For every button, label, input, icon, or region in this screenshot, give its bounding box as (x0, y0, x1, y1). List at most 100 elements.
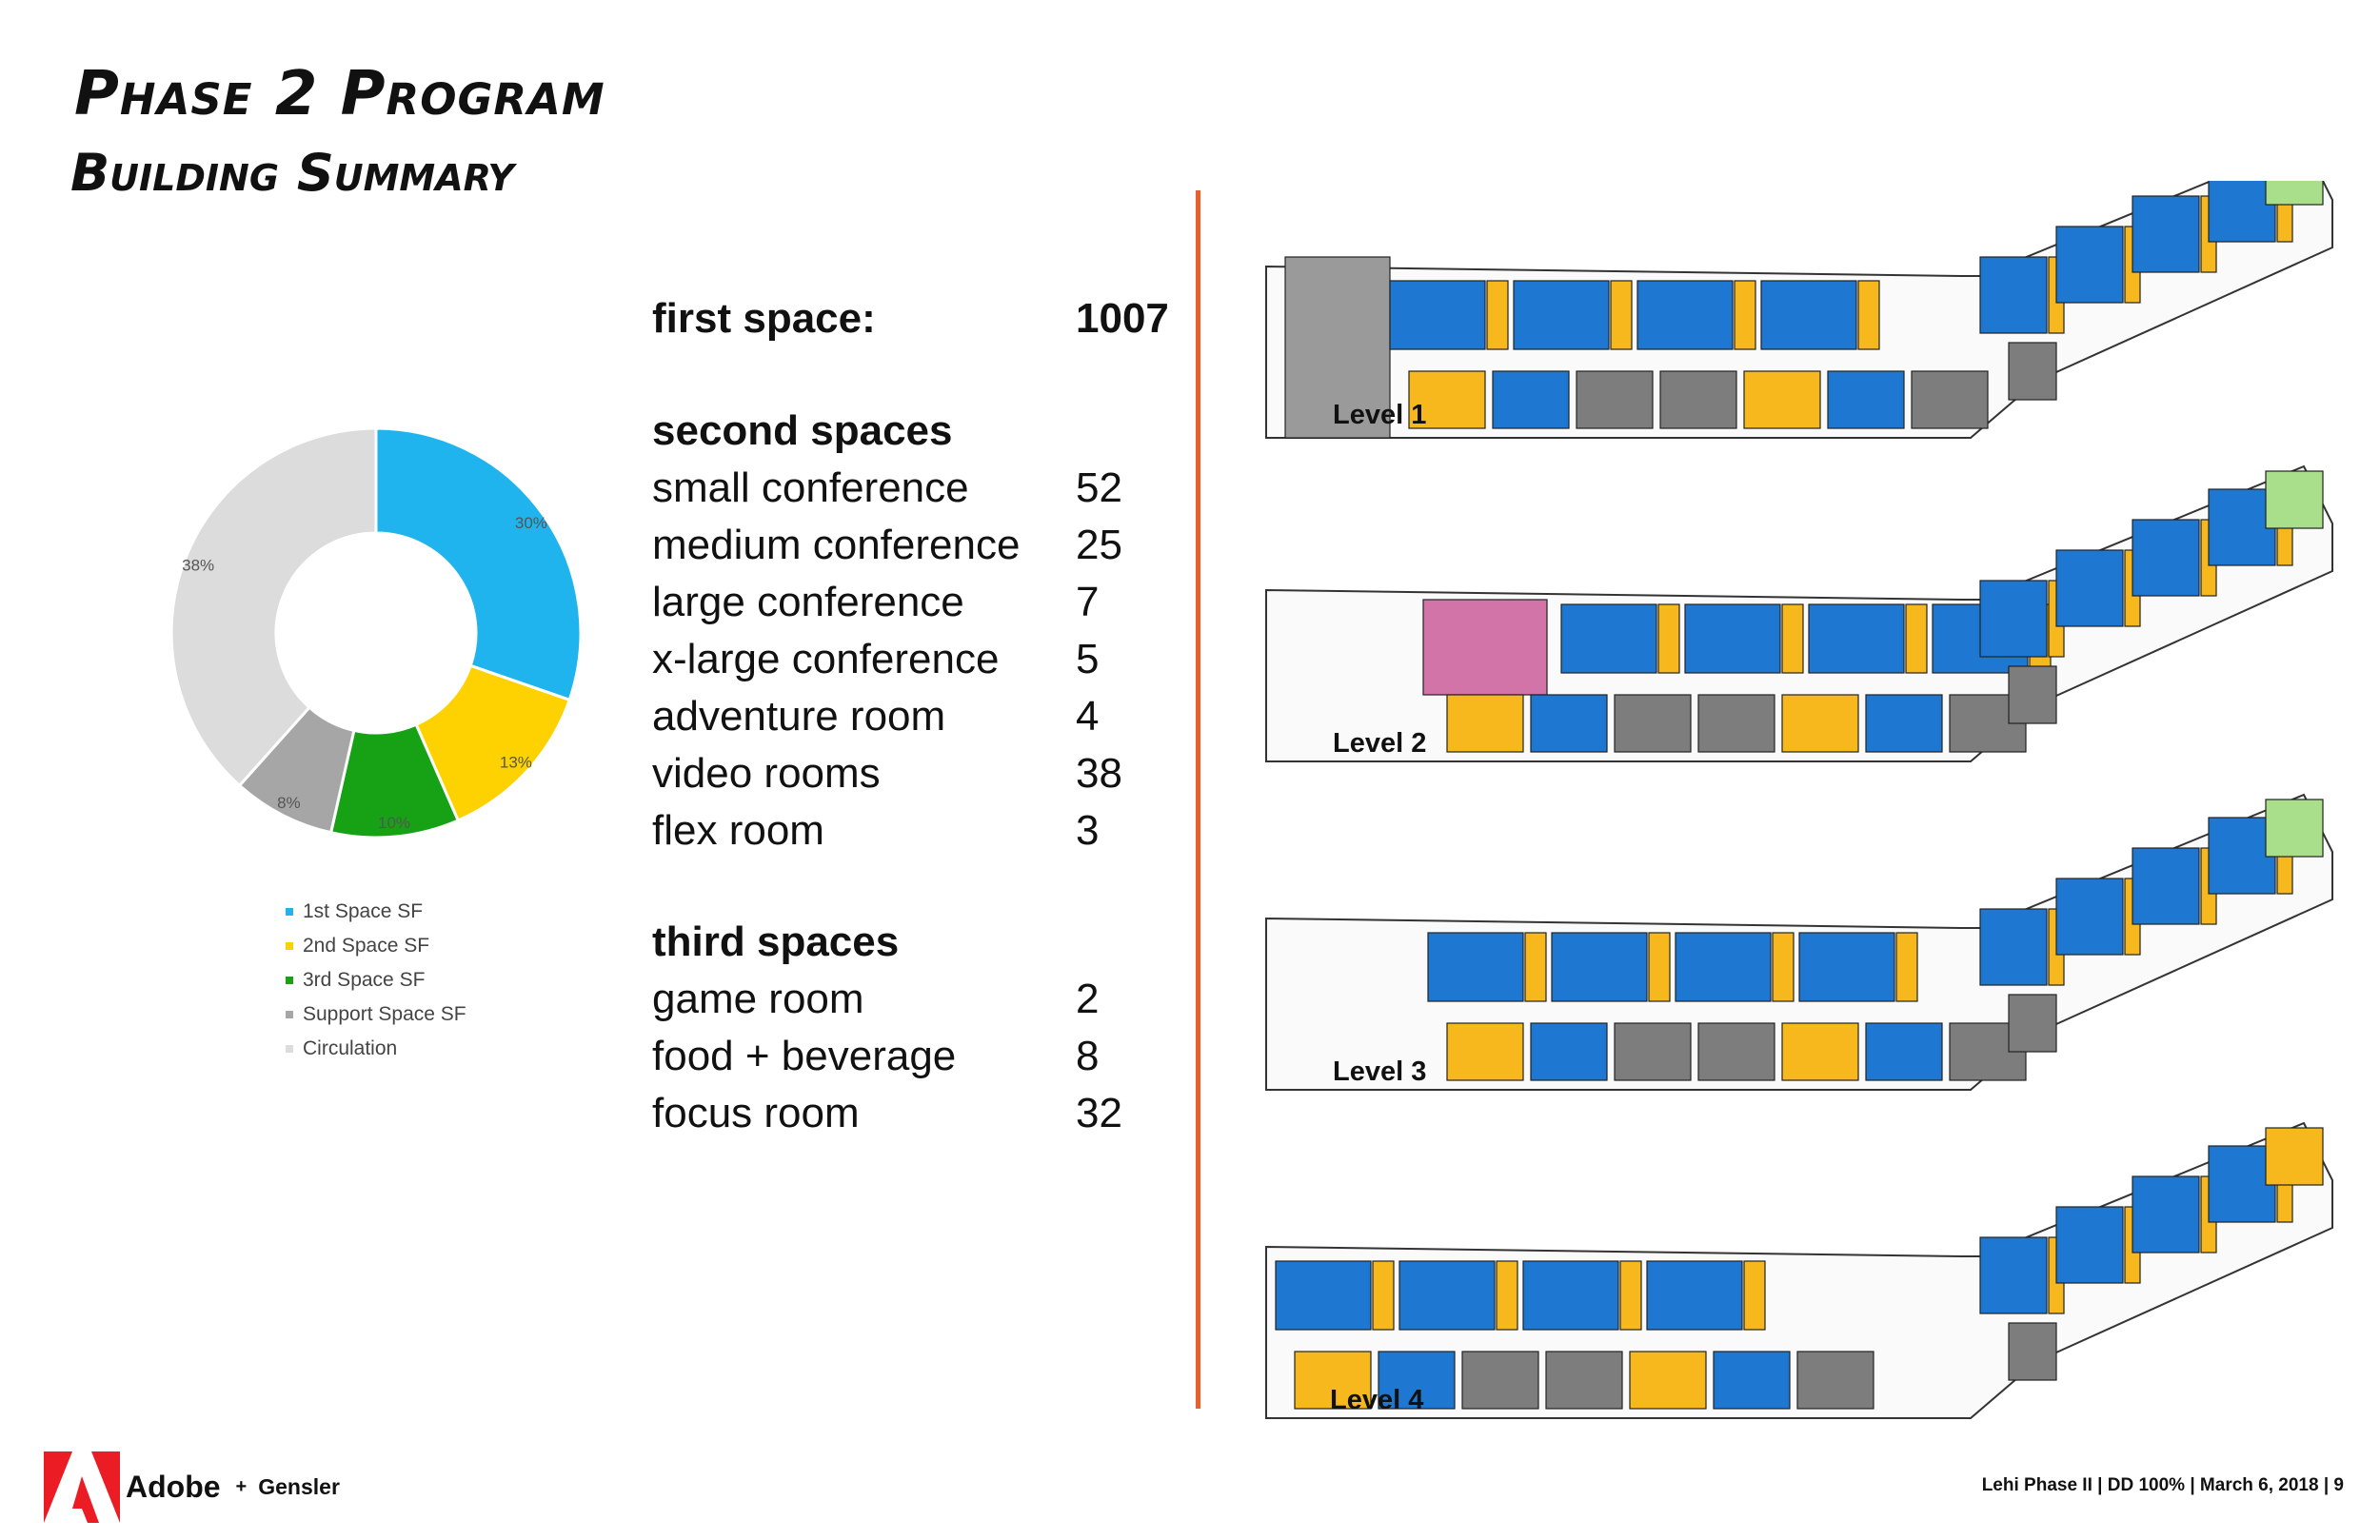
stat-value: 5 (1076, 636, 1100, 682)
workstation-block (2132, 195, 2200, 273)
workstation-block (1389, 280, 1486, 350)
logo-plus: + (235, 1476, 248, 1497)
workstation-block (2132, 1175, 2200, 1254)
level-3-label: Level 3 (1333, 1056, 1427, 1087)
stat-label: game room (652, 976, 864, 1022)
plan-room (1659, 370, 1737, 429)
stat-value: 32 (1076, 1090, 1122, 1136)
workstation-block (2132, 519, 2200, 597)
workstation-block (1979, 1236, 2048, 1314)
legend-label: Support Space SF (303, 1003, 466, 1025)
floor-plans (1265, 181, 2333, 1419)
plan-room (1865, 694, 1943, 753)
workstation-block (1522, 1260, 1619, 1331)
meeting-room (1781, 603, 1804, 674)
gensler-logo-text: Gensler (258, 1474, 340, 1499)
plan-room (1827, 370, 1905, 429)
workstation-block (1636, 280, 1734, 350)
meeting-room (1857, 280, 1880, 350)
chart-legend: 1st Space SF 2nd Space SF 3rd Space SF Supp… (286, 895, 466, 1066)
workstation-block (1979, 908, 2048, 986)
amenity-room (2265, 1127, 2324, 1186)
meeting-room (1657, 603, 1680, 674)
workstation-block (2055, 1206, 2124, 1284)
amenity-room (2265, 181, 2324, 206)
workstation-block (2132, 847, 2200, 925)
plan-room (1865, 1022, 1943, 1081)
footer-info: Lehi Phase II | DD 100% | March 6, 2018 … (1981, 1475, 2344, 1495)
stat-label: large conference (652, 579, 964, 625)
meeting-room (1895, 932, 1918, 1002)
plan-room (1697, 1022, 1775, 1081)
plan-room (1446, 1022, 1524, 1081)
stat-label: x-large conference (652, 636, 1000, 682)
divider-line (1196, 190, 1200, 1409)
stat-value: 52 (1076, 464, 1122, 511)
stat-label: focus room (652, 1090, 860, 1136)
meeting-room (1524, 932, 1547, 1002)
workstation-block (1808, 603, 1905, 674)
plan-room (1911, 370, 1989, 429)
workstation-block (2055, 549, 2124, 627)
plan-room (1378, 1351, 1456, 1410)
plan-room (1530, 1022, 1608, 1081)
workstation-block (2055, 878, 2124, 956)
stat-value: 2 (1076, 976, 1100, 1022)
stat-label: medium conference (652, 522, 1021, 568)
legend-label: 3rd Space SF (303, 969, 426, 991)
plan-room (1614, 694, 1692, 753)
legend-swatch (286, 1045, 293, 1053)
plan-room (1576, 370, 1654, 429)
workstation-block (2208, 1145, 2276, 1223)
stat-value: 3 (1076, 807, 1100, 854)
workstation-block (1684, 603, 1781, 674)
page-subtitle: Building Summary (70, 143, 514, 203)
workstation-block (1979, 580, 2048, 658)
legend-item: 2nd Space SF (286, 929, 466, 963)
adobe-logo-icon (44, 1451, 120, 1523)
level-4-label: Level 4 (1330, 1385, 1424, 1415)
legend-item: Support Space SF (286, 997, 466, 1032)
donut-slice-label: 38% (182, 557, 214, 575)
footer-logos: Adobe + Gensler (44, 1451, 340, 1523)
level-1-label: Level 1 (1333, 400, 1427, 430)
stat-value: 4 (1076, 693, 1100, 740)
workstation-block (1427, 932, 1524, 1002)
stat-label: flex room (652, 807, 824, 854)
meeting-room (1619, 1260, 1642, 1331)
workstation-block (1551, 932, 1648, 1002)
program-donut-chart: 30% 13% 10% 8% 38% (169, 426, 583, 839)
stat-value: 25 (1076, 522, 1122, 568)
workstation-block (1979, 256, 2048, 334)
workstation-block (1760, 280, 1857, 350)
donut-slice-1 (374, 426, 583, 702)
plan-room (1492, 370, 1570, 429)
legend-item: Circulation (286, 1032, 466, 1066)
donut-slice-label: 30% (515, 514, 547, 532)
meeting-room (1610, 280, 1633, 350)
meeting-room (1372, 1260, 1395, 1331)
donut-slice-5 (169, 426, 378, 788)
first-space-label: first space: (652, 295, 876, 342)
stat-value: 7 (1076, 579, 1100, 625)
level-2-label: Level 2 (1333, 728, 1427, 759)
first-space-value: 1007 (1076, 295, 1169, 342)
workstation-block (2208, 817, 2276, 895)
plan-room (1713, 1351, 1791, 1410)
amenity-room (2265, 470, 2324, 529)
plan-room (1743, 370, 1821, 429)
legend-swatch (286, 908, 293, 916)
donut-slice-label: 10% (378, 814, 410, 832)
core-block (1284, 256, 1391, 439)
plan-room (1629, 1351, 1707, 1410)
stat-label: food + beverage (652, 1033, 957, 1079)
stat-value: 8 (1076, 1033, 1100, 1079)
plan-room (1545, 1351, 1623, 1410)
workstation-block (1675, 932, 1772, 1002)
stat-label: small conference (652, 464, 969, 511)
plan-room (1530, 694, 1608, 753)
plan-room (1294, 1351, 1372, 1410)
level-4-outline (1265, 1121, 2333, 1419)
legend-swatch (286, 977, 293, 984)
plan-room (1614, 1022, 1692, 1081)
